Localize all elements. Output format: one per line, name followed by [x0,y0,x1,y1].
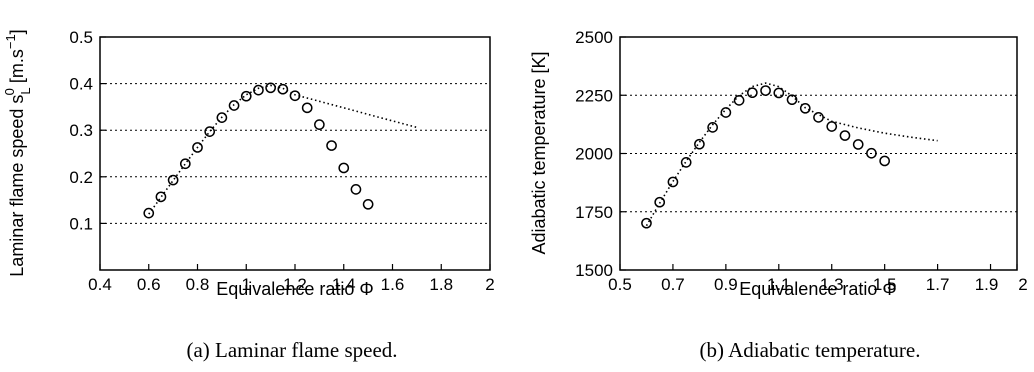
data-point-a-9 [253,84,264,96]
data-point-a-1 [155,191,167,203]
ylabel-a-unit-close: ] [7,29,27,34]
grid-b [620,94,1017,213]
xtick-label-b-1: 0.7 [661,275,685,294]
data-point-b-14 [826,121,838,132]
ticks-b: 1500 1750 2000 2250 2500 0.5 0.7 0.9 1.1 1.3 1.5 1.… [575,28,1028,294]
caption-b: (b) Adiabatic temperature. [700,338,921,362]
caption-a: (a) Laminar flame speed. [186,338,397,362]
xtick-label-b-8: 2 [1018,275,1027,294]
xtick-label-a-6: 1.6 [381,275,405,294]
data-point-b-12 [799,102,811,114]
data-point-b-9 [760,85,771,96]
data-point-a-13 [301,102,313,114]
data-point-b-6 [720,107,732,118]
data-point-a-11 [277,83,289,95]
ytick-label-a-1: 0.2 [69,168,93,187]
ytick-label-b-3: 2250 [575,86,613,105]
plot-frame-b [619,36,1018,271]
data-point-a-15 [326,140,337,151]
xtick-label-b-5: 1.5 [873,275,897,294]
ytick-label-a-4: 0.5 [69,28,93,47]
xtick-label-b-4: 1.3 [820,275,844,294]
data-point-a-6 [216,112,228,123]
ylabel-a-unit-exp: −1 [3,34,18,49]
data-point-a-16 [338,162,350,174]
ylabel-a-unit: [m.s [7,49,27,88]
xlabel-b: Equivalence ratio Φ [739,279,896,299]
data-point-a-12 [289,90,301,102]
data-point-b-17 [866,147,877,159]
xtick-label-a-1: 0.6 [137,275,161,294]
data-point-a-17 [350,184,362,195]
panel-adiabatic-temperature: 1500 1750 2000 2250 2500 0.5 0.7 0.9 1.1 1.3 1.5 1.… [529,28,1028,362]
xtick-label-b-7: 1.9 [975,275,999,294]
ticks-a: 0.1 0.2 0.3 0.4 0.5 0.4 0.6 0.8 1 1.2 1.4 1.6 1.8 2 [69,28,494,294]
xtick-label-b-6: 1.7 [926,275,950,294]
data-point-b-8 [746,87,758,99]
data-point-b-16 [852,139,864,150]
model-curve-a [148,84,418,215]
xtick-label-a-0: 0.4 [88,275,112,294]
xtick-label-b-2: 0.9 [714,275,738,294]
data-point-b-3 [680,157,692,168]
data-point-b-15 [839,130,851,141]
xtick-label-a-2: 0.8 [186,275,210,294]
grid-a [100,83,490,224]
data-point-a-2 [167,174,179,186]
data-point-b-5 [707,122,718,133]
data-point-b-1 [654,196,666,208]
data-point-a-10 [265,82,276,94]
ytick-label-b-4: 2500 [575,28,613,47]
data-point-b-0 [641,217,652,229]
ylabel-b: Adiabatic temperature [K] [529,51,549,254]
markers-b [641,85,891,229]
xtick-label-a-5: 1.4 [332,275,356,294]
xtick-label-b-0: 0.5 [608,275,632,294]
data-point-b-4 [694,138,705,150]
ylabel-a: Laminar flame speed sL0 [m.s−1] [2,29,33,276]
data-point-a-18 [362,198,374,210]
ytick-label-a-3: 0.4 [69,75,93,94]
data-point-a-5 [204,126,216,137]
xtick-label-a-3: 1 [242,275,251,294]
ytick-label-b-0: 1500 [575,261,613,280]
markers-a [143,82,374,219]
data-point-a-8 [240,90,252,102]
xtick-label-a-4: 1.2 [283,275,307,294]
data-point-b-7 [733,95,745,106]
xtick-label-a-8: 2 [485,275,494,294]
data-point-b-2 [667,176,679,188]
data-point-b-10 [773,87,785,99]
data-point-a-4 [192,142,203,153]
ytick-label-a-2: 0.3 [69,121,93,140]
data-point-a-7 [228,100,240,111]
ylabel-a-sup: 0 [2,88,17,95]
xlabel-a: Equivalence ratio Φ [216,279,373,299]
data-point-a-0 [143,207,155,219]
xtick-label-b-3: 1.1 [767,275,791,294]
data-point-b-18 [879,155,891,167]
xtick-label-a-7: 1.8 [429,275,453,294]
data-point-b-11 [786,94,798,106]
ytick-label-a-0: 0.1 [69,214,93,233]
ylabel-a-main: Laminar flame speed s [7,95,27,277]
data-point-a-3 [179,158,191,170]
data-point-a-14 [314,119,325,130]
panel-laminar-flame-speed: 0.1 0.2 0.3 0.4 0.5 0.4 0.6 0.8 1 1.2 1.4 1.6 1.8 2 E… [2,28,495,362]
ytick-label-b-1: 1750 [575,203,613,222]
ytick-label-b-2: 2000 [575,145,613,164]
plot-frame-a [99,36,491,271]
data-point-b-13 [813,112,824,123]
ylabel-a-sub: L [18,87,33,94]
